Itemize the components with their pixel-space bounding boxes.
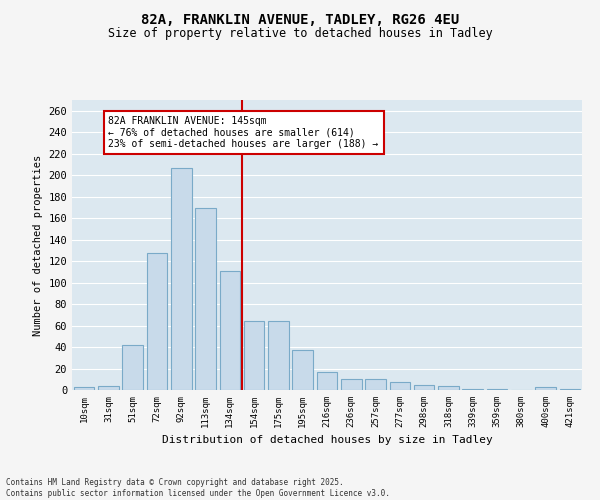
Text: Size of property relative to detached houses in Tadley: Size of property relative to detached ho… bbox=[107, 28, 493, 40]
Bar bbox=[292, 350, 313, 390]
Bar bbox=[122, 345, 143, 390]
Bar bbox=[487, 389, 508, 390]
Bar bbox=[341, 380, 362, 390]
Bar bbox=[220, 271, 240, 390]
Bar bbox=[365, 380, 386, 390]
Bar bbox=[244, 322, 265, 390]
Bar bbox=[171, 168, 191, 390]
Bar bbox=[414, 384, 434, 390]
Bar bbox=[389, 382, 410, 390]
Bar bbox=[438, 386, 459, 390]
Bar bbox=[146, 252, 167, 390]
Bar bbox=[195, 208, 216, 390]
Bar bbox=[560, 389, 580, 390]
Bar bbox=[317, 372, 337, 390]
Bar bbox=[98, 386, 119, 390]
Y-axis label: Number of detached properties: Number of detached properties bbox=[33, 154, 43, 336]
Bar bbox=[268, 322, 289, 390]
Text: 82A FRANKLIN AVENUE: 145sqm
← 76% of detached houses are smaller (614)
23% of se: 82A FRANKLIN AVENUE: 145sqm ← 76% of det… bbox=[109, 116, 379, 150]
Bar bbox=[463, 389, 483, 390]
Text: Contains HM Land Registry data © Crown copyright and database right 2025.
Contai: Contains HM Land Registry data © Crown c… bbox=[6, 478, 390, 498]
X-axis label: Distribution of detached houses by size in Tadley: Distribution of detached houses by size … bbox=[161, 436, 493, 446]
Text: 82A, FRANKLIN AVENUE, TADLEY, RG26 4EU: 82A, FRANKLIN AVENUE, TADLEY, RG26 4EU bbox=[141, 12, 459, 26]
Bar bbox=[74, 387, 94, 390]
Bar bbox=[535, 387, 556, 390]
